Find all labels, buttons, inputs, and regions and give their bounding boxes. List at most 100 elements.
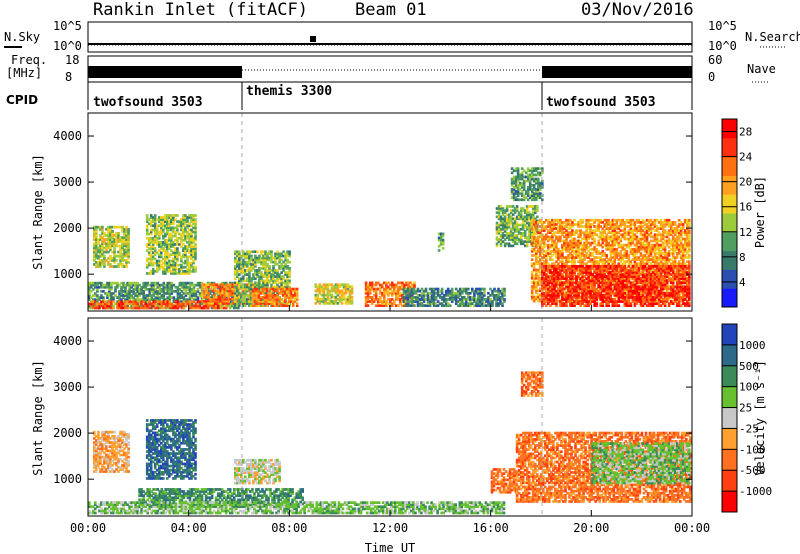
echo-cell xyxy=(121,248,124,252)
echo-cell xyxy=(495,289,498,293)
echo-cell xyxy=(192,306,196,310)
echo-cell xyxy=(348,297,352,301)
echo-cell xyxy=(376,302,380,305)
echo-cell xyxy=(324,293,328,297)
echo-cell xyxy=(246,279,249,283)
echo-cell xyxy=(268,258,271,262)
echo-cell xyxy=(364,289,368,293)
echo-cell xyxy=(561,258,564,261)
echo-cell xyxy=(164,288,168,291)
echo-cell xyxy=(166,261,169,265)
echo-cell xyxy=(591,247,594,251)
echo-cell xyxy=(164,285,168,289)
echo-cell xyxy=(119,236,122,239)
echo-cell xyxy=(607,227,610,230)
echo-cell xyxy=(231,285,235,289)
echo-cell xyxy=(609,235,613,239)
echo-cell xyxy=(145,272,149,275)
echo-cell xyxy=(452,294,456,297)
echo-cell xyxy=(530,270,534,274)
echo-cell xyxy=(150,285,153,289)
echo-cell xyxy=(168,234,171,238)
echo-cell xyxy=(248,267,251,270)
echo-cell xyxy=(436,289,440,293)
echo-cell xyxy=(603,276,606,280)
echo-cell xyxy=(164,249,167,252)
echo-cell xyxy=(571,256,574,259)
echo-cell xyxy=(88,302,91,306)
echo-cell xyxy=(180,218,183,221)
echo-cell xyxy=(182,232,185,236)
echo-cell xyxy=(477,287,480,291)
echo-cell xyxy=(174,302,178,306)
echo-cell xyxy=(208,290,212,293)
echo-cell xyxy=(136,294,139,297)
echo-cell xyxy=(184,272,187,275)
echo-cell xyxy=(201,295,204,299)
echo-cell xyxy=(273,300,277,303)
echo-cell xyxy=(166,257,169,261)
echo-cell xyxy=(186,218,189,221)
echo-cell xyxy=(577,250,580,253)
echo-cell xyxy=(332,289,336,293)
echo-cell xyxy=(428,298,432,301)
echo-cell xyxy=(539,258,542,261)
echo-cell xyxy=(192,236,195,240)
echo-cell xyxy=(162,272,165,275)
echo-cell xyxy=(401,300,404,303)
echo-cell xyxy=(539,186,542,189)
echo-cell xyxy=(158,283,162,287)
echo-cell xyxy=(530,295,534,299)
echo-cell xyxy=(276,252,279,256)
echo-cell xyxy=(264,271,267,274)
noise-right-bottom-tick: 10^0 xyxy=(708,39,737,53)
echo-cell xyxy=(104,292,107,295)
echo-cell xyxy=(346,289,350,293)
echo-cell xyxy=(520,198,524,202)
echo-cell xyxy=(609,247,613,251)
echo-cell xyxy=(98,296,101,299)
echo-cell xyxy=(370,285,374,289)
echo-cell xyxy=(172,259,175,263)
echo-cell xyxy=(276,283,279,287)
echo-cell xyxy=(217,295,220,299)
echo-cell xyxy=(344,289,348,293)
echo-cell xyxy=(192,259,195,263)
echo-cell xyxy=(524,196,528,199)
echo-cell xyxy=(288,285,291,289)
echo-cell xyxy=(182,249,185,252)
echo-cell xyxy=(262,283,265,287)
echo-cell xyxy=(156,290,160,293)
echo-cell xyxy=(535,252,538,255)
echo-cell xyxy=(414,291,418,295)
echo-cell xyxy=(585,279,588,282)
echo-cell xyxy=(413,281,416,285)
echo-cell xyxy=(497,213,501,217)
echo-cell xyxy=(515,207,519,210)
echo-cell xyxy=(326,302,330,305)
echo-cell xyxy=(587,256,590,259)
echo-cell xyxy=(144,294,147,297)
echo-cell xyxy=(551,218,554,222)
echo-cell xyxy=(577,247,580,251)
echo-cell xyxy=(549,223,552,226)
echo-cell xyxy=(168,232,171,236)
echo-cell xyxy=(265,304,269,307)
echo-cell xyxy=(166,265,169,269)
echo-cell xyxy=(441,240,445,244)
echo-cell xyxy=(422,291,426,295)
echo-cell xyxy=(166,251,169,255)
echo-cell xyxy=(279,291,283,295)
echo-cell xyxy=(146,288,149,291)
echo-cell xyxy=(151,224,155,228)
echo-cell xyxy=(263,294,267,297)
echo-cell xyxy=(537,181,540,185)
echo-cell xyxy=(170,281,174,285)
echo-cell xyxy=(123,265,126,268)
echo-cell xyxy=(166,241,169,244)
echo-cell xyxy=(366,287,370,291)
echo-cell xyxy=(336,285,340,289)
echo-cell xyxy=(611,237,615,241)
echo-cell xyxy=(380,302,384,305)
echo-cell xyxy=(318,302,322,305)
